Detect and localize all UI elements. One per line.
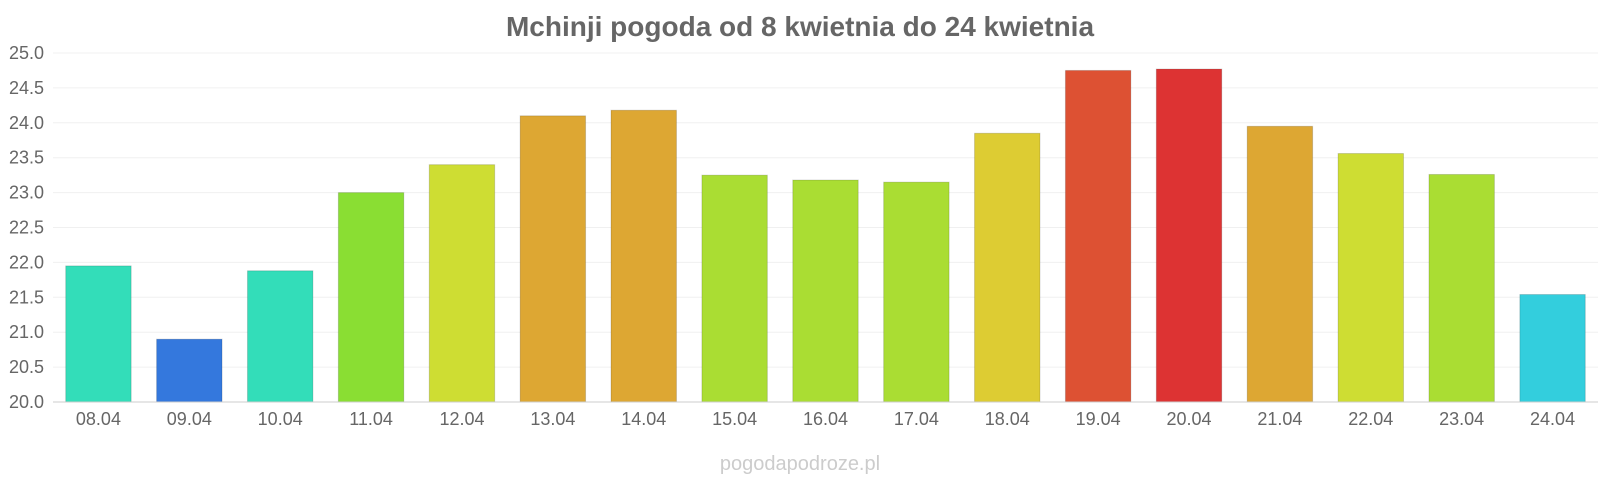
y-tick-label: 24.0 (9, 113, 44, 133)
y-tick-label: 24.5 (9, 78, 44, 98)
footer-watermark: pogodapodroze.pl (720, 453, 880, 475)
bar-09.04[interactable] (156, 338, 223, 403)
bar-18.04[interactable] (974, 132, 1041, 403)
x-tick-label: 14.04 (621, 409, 666, 429)
y-tick-label: 23.0 (9, 183, 44, 203)
x-tick-label: 18.04 (985, 409, 1030, 429)
x-tick-label: 13.04 (530, 409, 575, 429)
x-tick-label: 19.04 (1076, 409, 1121, 429)
bar-13.04[interactable] (519, 115, 587, 403)
y-tick-label: 20.5 (9, 357, 44, 377)
y-tick-label: 23.5 (9, 148, 44, 168)
bar-23.04[interactable] (1428, 173, 1495, 403)
x-tick-label: 11.04 (349, 409, 393, 429)
y-tick-label: 21.5 (9, 287, 44, 307)
x-tick-label: 24.04 (1530, 409, 1575, 429)
chart-title: Mchinji pogoda od 8 kwietnia do 24 kwiet… (506, 11, 1095, 42)
bars (65, 68, 1586, 403)
bar-20.04[interactable] (1155, 68, 1223, 403)
bar-11.04[interactable] (337, 192, 405, 403)
y-axis: 20.0 20.5 21.0 21.5 22.0 22.5 23.0 23.5 24.0 24.5… (9, 43, 44, 412)
bar-15.04[interactable] (701, 174, 768, 403)
x-tick-label: 21.04 (1257, 409, 1302, 429)
x-tick-label: 08.04 (76, 409, 121, 429)
x-tick-label: 20.04 (1167, 409, 1212, 429)
bar-16.04[interactable] (792, 179, 859, 403)
y-tick-label: 22.0 (9, 252, 44, 272)
y-tick-label: 25.0 (9, 43, 44, 63)
x-tick-label: 17.04 (894, 409, 939, 429)
y-tick-label: 21.0 (9, 322, 44, 342)
x-tick-label: 10.04 (258, 409, 303, 429)
y-tick-label: 22.5 (9, 218, 44, 238)
bar-19.04[interactable] (1064, 69, 1132, 403)
bar-24.04[interactable] (1519, 294, 1586, 403)
x-tick-label: 12.04 (439, 409, 484, 429)
x-tick-label: 09.04 (167, 409, 212, 429)
bar-08.04[interactable] (65, 265, 132, 403)
x-tick-label: 22.04 (1348, 409, 1393, 429)
bar-10.04[interactable] (246, 270, 314, 403)
bar-17.04[interactable] (883, 181, 950, 403)
x-axis: 08.04 09.04 10.04 11.04 12.04 13.04 14.04 15.04… (76, 409, 1575, 429)
x-tick-label: 15.04 (712, 409, 757, 429)
x-tick-label: 16.04 (803, 409, 848, 429)
y-tick-label: 20.0 (9, 392, 44, 412)
bar-14.04[interactable] (610, 109, 677, 403)
bar-12.04[interactable] (428, 164, 496, 403)
x-tick-label: 23.04 (1439, 409, 1484, 429)
bar-21.04[interactable] (1246, 125, 1314, 403)
bar-22.04[interactable] (1337, 153, 1405, 403)
